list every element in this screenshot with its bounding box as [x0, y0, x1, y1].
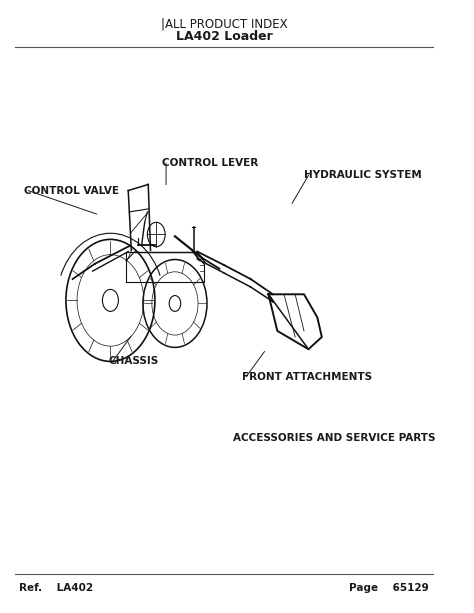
Text: Ref.    LA402: Ref. LA402	[19, 584, 93, 593]
Circle shape	[169, 295, 181, 311]
Text: CHASSIS: CHASSIS	[108, 356, 158, 367]
Text: LA402 Loader: LA402 Loader	[175, 30, 272, 44]
Text: HYDRAULIC SYSTEM: HYDRAULIC SYSTEM	[304, 170, 422, 180]
Text: CONTROL VALVE: CONTROL VALVE	[24, 186, 119, 196]
Circle shape	[102, 289, 118, 311]
Text: CONTROL LEVER: CONTROL LEVER	[162, 158, 258, 168]
Text: ACCESSORIES AND SERVICE PARTS: ACCESSORIES AND SERVICE PARTS	[233, 433, 435, 443]
Text: |ALL PRODUCT INDEX: |ALL PRODUCT INDEX	[161, 17, 287, 31]
Text: Page    65129: Page 65129	[349, 584, 428, 593]
Text: FRONT ATTACHMENTS: FRONT ATTACHMENTS	[242, 371, 372, 382]
